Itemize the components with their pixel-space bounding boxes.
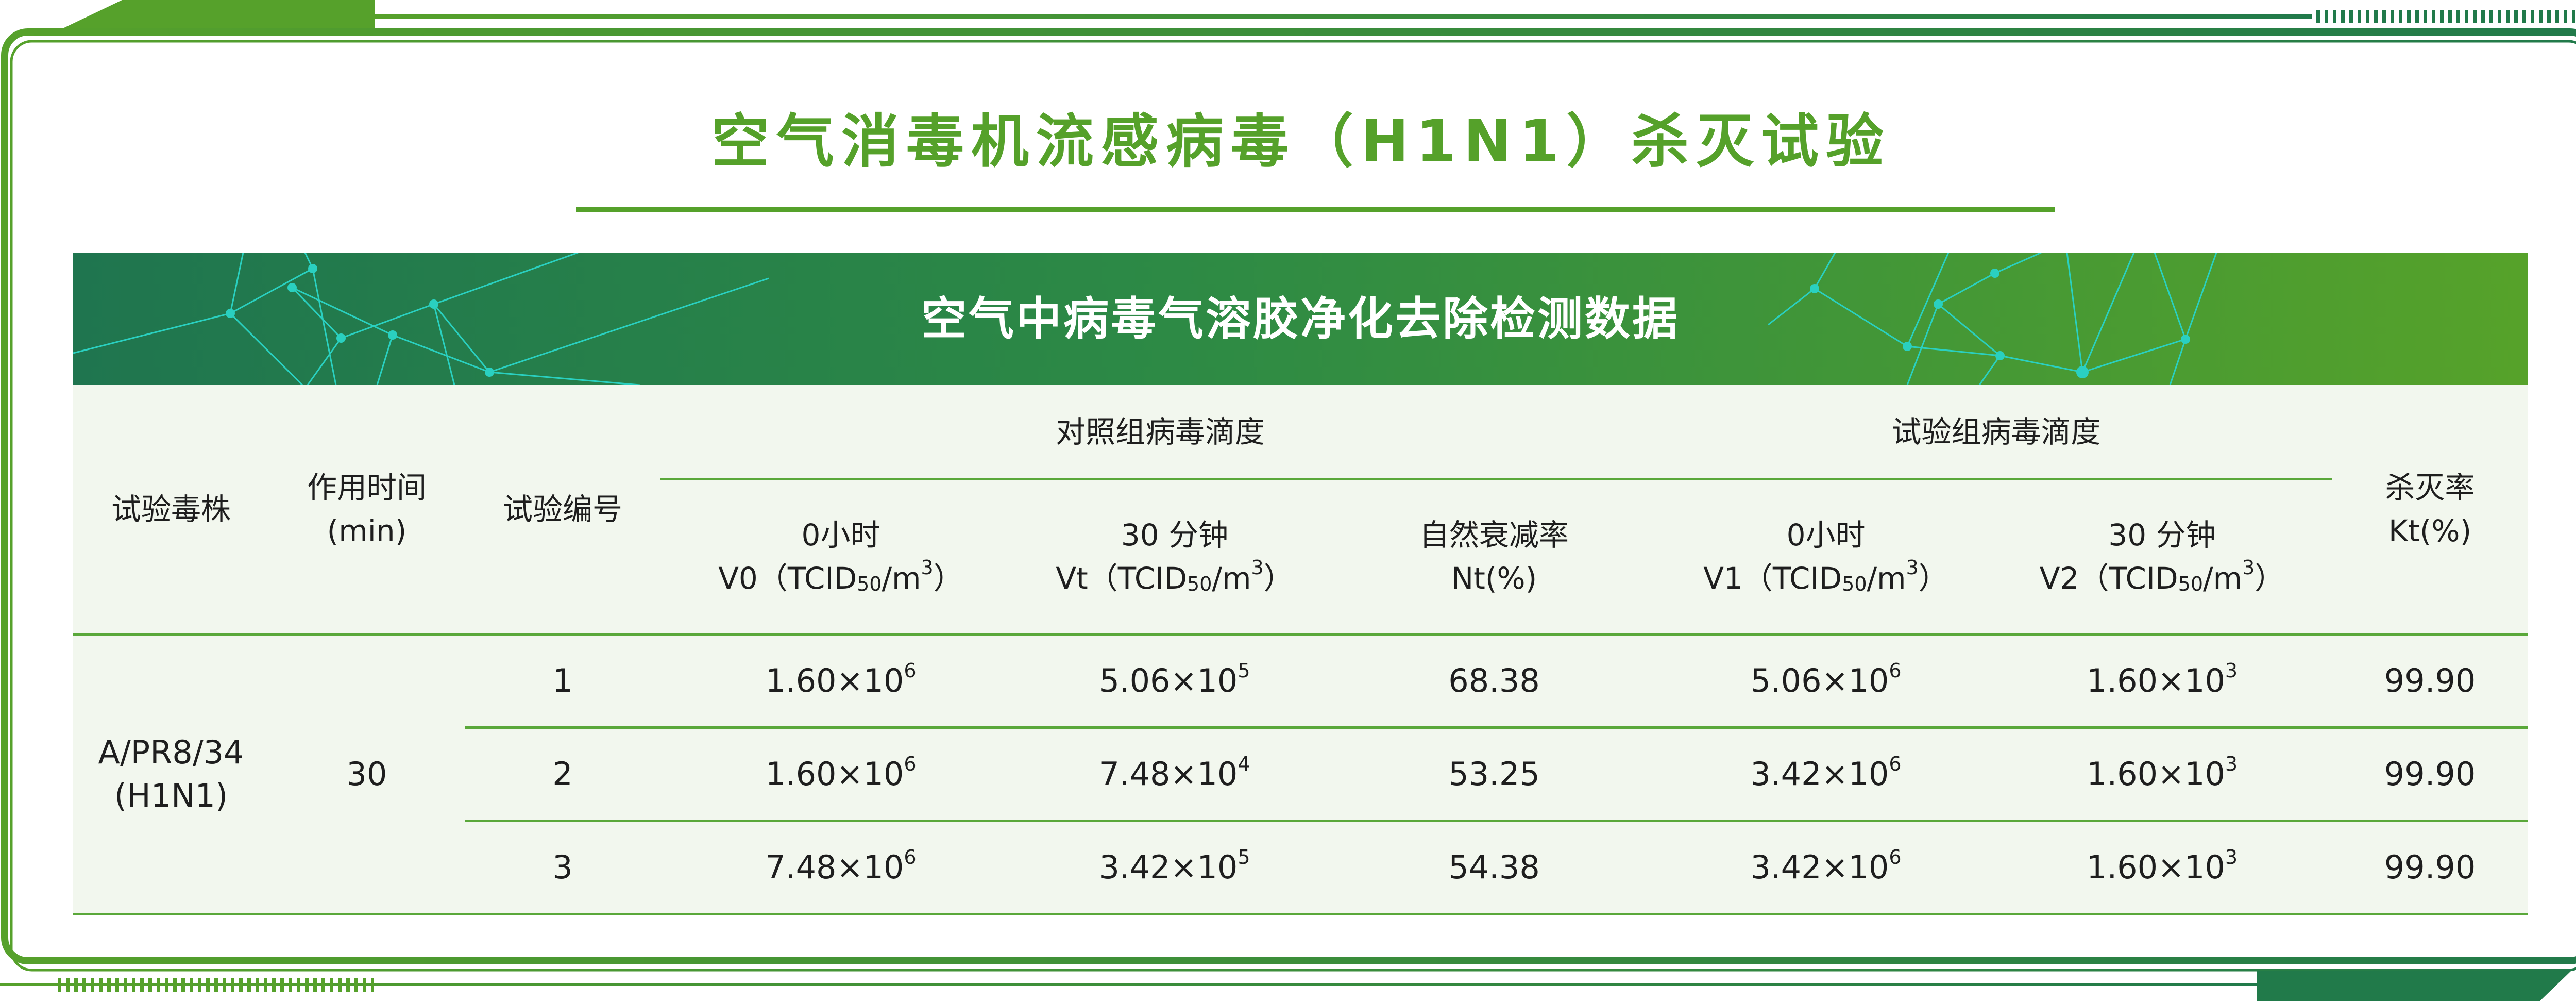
network-pattern: [73, 253, 2217, 385]
cell-v2: 1.60×103: [1992, 821, 2333, 915]
header-vt-unit: Vt（TCID50/m3）: [1056, 556, 1294, 596]
header-v0-label: 0小时: [801, 518, 880, 553]
cell-nt: 54.38: [1328, 821, 1660, 915]
outer-border: [1, 28, 2576, 964]
header-v1-unit: V1（TCID50/m3）: [1703, 556, 1948, 596]
cell-v1: 5.06×106: [1660, 634, 1992, 729]
cell-kt: 99.90: [2332, 821, 2528, 915]
header-kill-rate: 杀灭率 Kt(%): [2332, 385, 2528, 636]
header-v1-label: 0小时: [1786, 518, 1866, 553]
cell-v2: 1.60×103: [1992, 634, 2333, 729]
header-vt: 30 分钟 Vt（TCID50/m3）: [1021, 479, 1328, 636]
cell-vt: 5.06×105: [1021, 634, 1328, 729]
section-banner: 空气中病毒气溶胶净化去除检测数据: [73, 253, 2528, 385]
bottom-line: [0, 983, 2257, 986]
header-time-label: 作用时间: [307, 470, 427, 505]
bottom-tab: [2257, 971, 2571, 1001]
cell-nt: 68.38: [1328, 634, 1660, 729]
table-row: 2 1.60×106 7.48×104 53.25 3.42×106 1.60×103 99…: [73, 727, 2528, 822]
cell-v1: 3.42×106: [1660, 727, 1992, 822]
top-line: [375, 14, 2312, 19]
header-control-group: 对照组病毒滴度: [660, 385, 1660, 480]
cell-v0: 1.60×106: [660, 634, 1021, 729]
header-v1: 0小时 V1（TCID50/m3）: [1660, 479, 1992, 636]
cell-vt: 7.48×104: [1021, 727, 1328, 822]
banner-title: 空气中病毒气溶胶净化去除检测数据: [921, 292, 1680, 345]
cell-time: 30: [269, 634, 465, 915]
cell-vt: 3.42×105: [1021, 821, 1328, 915]
table-row: 3 7.48×106 3.42×105 54.38 3.42×106 1.60×103 99…: [73, 821, 2528, 915]
header-vt-label: 30 分钟: [1121, 518, 1229, 553]
header-v0: 0小时 V0（TCID50/m3）: [660, 479, 1021, 636]
header-v0-unit: V0（TCID50/m3）: [718, 556, 963, 596]
cell-v0: 1.60×106: [660, 727, 1021, 822]
top-dashes: [2316, 10, 2576, 23]
results-table: 试验毒株 作用时间 (min) 试验编号 对照组病毒滴度 试验组病毒滴度 杀灭率 K…: [73, 385, 2528, 915]
header-v2-label: 30 分钟: [2108, 518, 2216, 553]
header-nt-label: 自然衰减率: [1419, 518, 1569, 553]
inner-border: [10, 40, 2576, 972]
table-row: A/PR8/34 (H1N1) 30 1 1.60×106 5.06×105 68.38 5.…: [73, 634, 2528, 915]
header-time: 作用时间 (min): [269, 385, 465, 636]
header-v2: 30 分钟 V2（TCID50/m3）: [1992, 479, 2333, 636]
cell-no: 2: [465, 727, 660, 822]
cell-strain: A/PR8/34 (H1N1): [73, 634, 269, 915]
header-kill-rate-label: 杀灭率: [2385, 470, 2475, 505]
cell-no: 3: [465, 821, 660, 915]
page-title: 空气消毒机流感病毒（H1N1）杀灭试验: [711, 108, 1891, 175]
cell-v1: 3.42×106: [1660, 821, 1992, 915]
cell-no: 1: [465, 634, 660, 729]
title-underline: [576, 207, 2055, 212]
header-test-no: 试验编号: [465, 385, 660, 636]
bottom-dashes: [58, 978, 374, 992]
header-time-unit: (min): [327, 513, 407, 548]
cell-kt: 99.90: [2332, 727, 2528, 822]
header-row-1: 试验毒株 作用时间 (min) 试验编号 对照组病毒滴度 试验组病毒滴度 杀灭率 K…: [73, 385, 2528, 636]
cell-nt: 53.25: [1328, 727, 1660, 822]
cell-kt: 99.90: [2332, 634, 2528, 729]
header-row-2: 0小时 V0（TCID50/m3） 30 分钟 Vt（TCID50/m3） 自然衰减…: [73, 479, 2528, 636]
header-v2-unit: V2（TCID50/m3）: [2039, 556, 2285, 596]
header-nt: 自然衰减率 Nt(%): [1328, 479, 1660, 636]
header-nt-unit: Nt(%): [1451, 561, 1537, 596]
header-kill-rate-unit: Kt(%): [2388, 513, 2472, 548]
cell-v2: 1.60×103: [1992, 727, 2333, 822]
cell-v0: 7.48×106: [660, 821, 1021, 915]
header-strain: 试验毒株: [73, 385, 269, 636]
top-tab: [63, 0, 375, 28]
header-test-group: 试验组病毒滴度: [1660, 385, 2333, 480]
